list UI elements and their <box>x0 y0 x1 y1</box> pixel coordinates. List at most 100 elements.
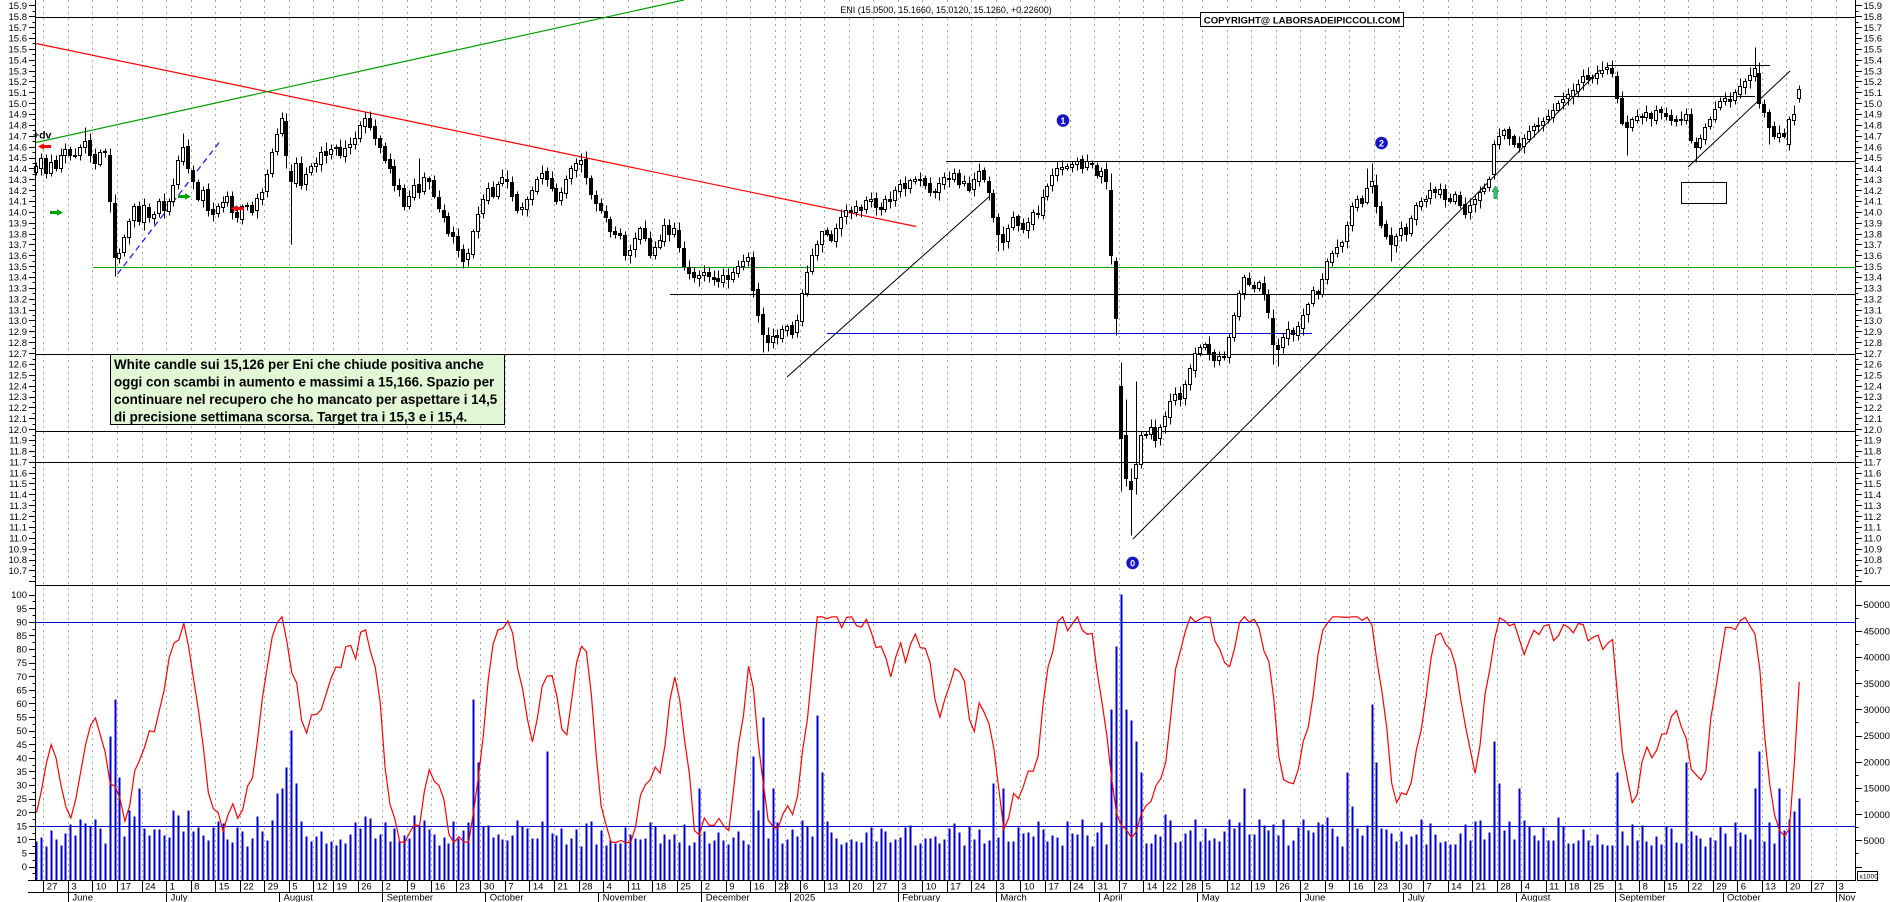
svg-text:July: July <box>171 893 188 902</box>
svg-text:June: June <box>72 893 93 902</box>
svg-text:26: 26 <box>1279 882 1290 893</box>
svg-text:7: 7 <box>1427 882 1432 893</box>
svg-text:30: 30 <box>484 882 495 893</box>
svg-text:11.6: 11.6 <box>9 468 27 479</box>
svg-text:12.3: 12.3 <box>9 392 28 403</box>
svg-text:15: 15 <box>16 821 27 832</box>
svg-text:14.4: 14.4 <box>9 164 28 175</box>
svg-text:30000: 30000 <box>1864 705 1890 716</box>
svg-text:5: 5 <box>1206 882 1211 893</box>
svg-text:14.0: 14.0 <box>1864 208 1883 219</box>
svg-text:50: 50 <box>16 726 27 737</box>
svg-text:10.9: 10.9 <box>1864 544 1883 555</box>
svg-text:14: 14 <box>1451 882 1462 893</box>
svg-text:11.7: 11.7 <box>9 457 27 468</box>
svg-text:12.5: 12.5 <box>9 371 28 382</box>
svg-text:September: September <box>387 893 433 902</box>
svg-text:27: 27 <box>877 882 888 893</box>
svg-text:35000: 35000 <box>1864 679 1890 690</box>
svg-text:14.6: 14.6 <box>9 142 28 153</box>
svg-text:11.1: 11.1 <box>1864 523 1882 534</box>
svg-text:13.7: 13.7 <box>9 240 28 251</box>
svg-text:10: 10 <box>96 882 107 893</box>
svg-text:12.6: 12.6 <box>1864 360 1883 371</box>
svg-text:25: 25 <box>1594 882 1605 893</box>
svg-text:60: 60 <box>16 699 27 710</box>
svg-text:8: 8 <box>1643 882 1648 893</box>
svg-text:17: 17 <box>1049 882 1060 893</box>
svg-text:11.9: 11.9 <box>9 436 27 447</box>
svg-text:23: 23 <box>459 882 470 893</box>
svg-text:7: 7 <box>1122 882 1127 893</box>
svg-text:18: 18 <box>1569 882 1580 893</box>
svg-text:9: 9 <box>729 882 734 893</box>
svg-text:July: July <box>1408 893 1425 902</box>
svg-text:22: 22 <box>1692 882 1703 893</box>
svg-text:15.8: 15.8 <box>1864 12 1883 23</box>
svg-text:14.3: 14.3 <box>1864 175 1883 186</box>
svg-text:27: 27 <box>47 882 58 893</box>
svg-text:20: 20 <box>852 882 863 893</box>
svg-text:+dv: +dv <box>33 130 52 142</box>
svg-text:18: 18 <box>656 882 667 893</box>
svg-text:13.0: 13.0 <box>1864 316 1883 327</box>
svg-text:13.9: 13.9 <box>1864 218 1883 229</box>
svg-text:14.7: 14.7 <box>9 132 28 143</box>
svg-text:7: 7 <box>508 882 513 893</box>
svg-text:12.1: 12.1 <box>9 414 28 425</box>
svg-text:14.6: 14.6 <box>1864 142 1883 153</box>
svg-text:1: 1 <box>170 882 175 893</box>
svg-text:15.8: 15.8 <box>9 12 28 23</box>
svg-text:12.8: 12.8 <box>1864 338 1883 349</box>
svg-text:12.2: 12.2 <box>1864 403 1883 414</box>
svg-text:25: 25 <box>680 882 691 893</box>
svg-text:15: 15 <box>219 882 230 893</box>
svg-text:15.3: 15.3 <box>9 66 28 77</box>
svg-text:14.5: 14.5 <box>9 153 28 164</box>
svg-text:14.9: 14.9 <box>9 110 28 121</box>
svg-text:15: 15 <box>1667 882 1678 893</box>
svg-text:13.2: 13.2 <box>1864 295 1883 306</box>
svg-text:1: 1 <box>1060 116 1065 126</box>
svg-text:55: 55 <box>16 713 27 724</box>
svg-text:14: 14 <box>533 882 544 893</box>
svg-text:25: 25 <box>16 794 27 805</box>
svg-text:14.2: 14.2 <box>9 186 28 197</box>
svg-text:22: 22 <box>243 882 254 893</box>
svg-text:24: 24 <box>1073 882 1084 893</box>
svg-text:2: 2 <box>1304 882 1309 893</box>
svg-text:28: 28 <box>1500 882 1511 893</box>
svg-text:11.5: 11.5 <box>9 479 27 490</box>
svg-text:15.6: 15.6 <box>1864 34 1883 45</box>
svg-text:22: 22 <box>1166 882 1177 893</box>
svg-text:65: 65 <box>16 685 27 696</box>
svg-text:13.3: 13.3 <box>9 284 28 295</box>
svg-text:13.4: 13.4 <box>9 273 28 284</box>
svg-text:45: 45 <box>16 740 27 751</box>
svg-text:10: 10 <box>926 882 937 893</box>
svg-text:5000: 5000 <box>1864 836 1885 847</box>
svg-text:White candle sui 15,126 per En: White candle sui 15,126 per Eni che chiu… <box>114 357 484 372</box>
svg-text:14.0: 14.0 <box>9 208 28 219</box>
svg-text:10.8: 10.8 <box>9 555 28 566</box>
svg-text:29: 29 <box>1716 882 1727 893</box>
svg-text:30: 30 <box>1402 882 1413 893</box>
svg-text:5: 5 <box>22 849 27 860</box>
svg-text:20: 20 <box>16 808 27 819</box>
svg-text:10: 10 <box>16 835 27 846</box>
svg-text:6: 6 <box>803 882 808 893</box>
svg-text:14.2: 14.2 <box>1864 186 1883 197</box>
svg-text:15.6: 15.6 <box>9 34 28 45</box>
svg-text:15.1: 15.1 <box>1864 88 1883 99</box>
svg-text:October: October <box>490 893 524 902</box>
svg-text:13.9: 13.9 <box>9 218 28 229</box>
svg-text:di precisione settimana scorsa: di precisione settimana scorsa. Target t… <box>114 410 467 425</box>
svg-text:COPYRIGHT@ LABORSADEIPICCOLI.C: COPYRIGHT@ LABORSADEIPICCOLI.COM <box>1204 15 1400 26</box>
svg-text:13.5: 13.5 <box>1864 262 1883 273</box>
svg-text:30: 30 <box>16 781 27 792</box>
svg-text:August: August <box>1521 893 1551 902</box>
svg-text:15.3: 15.3 <box>1864 66 1883 77</box>
svg-text:25000: 25000 <box>1864 731 1890 742</box>
svg-text:11.9: 11.9 <box>1864 436 1882 447</box>
svg-text:3: 3 <box>999 882 1004 893</box>
